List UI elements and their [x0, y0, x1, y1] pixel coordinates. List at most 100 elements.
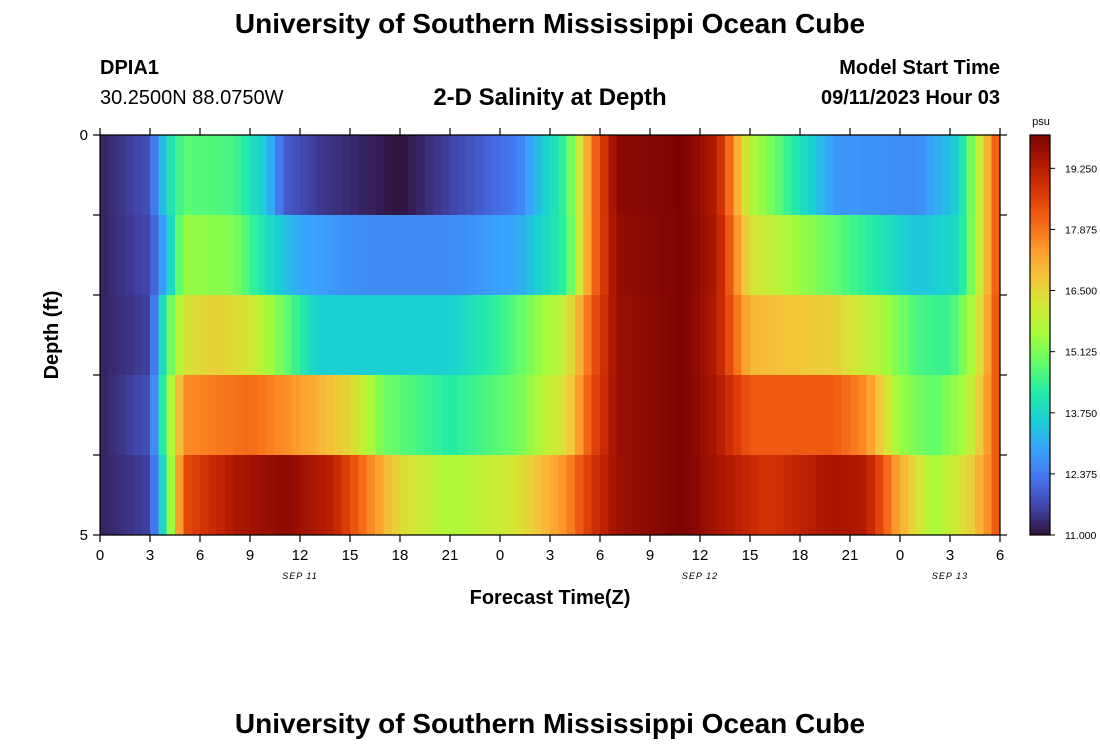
- heatmap-cell: [800, 135, 809, 215]
- heatmap-cell: [975, 375, 984, 455]
- heatmap-cell: [600, 295, 609, 375]
- heatmap-cell: [708, 135, 718, 215]
- heatmap-cell: [141, 295, 151, 375]
- heatmap-cell: [616, 455, 626, 535]
- heatmap-cell: [758, 455, 768, 535]
- x-tick-label: 6: [596, 547, 604, 564]
- colorbar-tick-label: 12.375: [1065, 469, 1097, 481]
- y-axis-label: Depth (ft): [41, 291, 63, 380]
- heatmap-cell: [583, 295, 593, 375]
- heatmap-cell: [833, 455, 843, 535]
- x-tick-label: 9: [646, 547, 654, 564]
- x-tick-label: 3: [946, 547, 954, 564]
- heatmap-cell: [916, 455, 926, 535]
- heatmap-cell: [750, 215, 759, 295]
- heatmap-cell: [200, 215, 209, 295]
- heatmap-cell: [275, 295, 284, 375]
- heatmap-cell: [633, 455, 643, 535]
- heatmap-cell: [650, 375, 659, 455]
- x-date-label: SEP 12: [682, 571, 718, 581]
- heatmap-cell: [375, 215, 384, 295]
- heatmap-cell: [183, 215, 193, 295]
- heatmap-cell: [933, 215, 943, 295]
- heatmap-cell: [833, 215, 843, 295]
- heatmap-cell: [866, 215, 876, 295]
- y-tick-label: 5: [80, 527, 88, 544]
- heatmap-cell: [475, 375, 484, 455]
- heatmap-cell: [175, 135, 184, 215]
- heatmap-cell: [108, 455, 118, 535]
- heatmap-cell: [516, 135, 526, 215]
- heatmap-cell: [641, 455, 651, 535]
- heatmap-cell: [216, 215, 226, 295]
- heatmap-cell: [466, 375, 476, 455]
- heatmap-cell: [958, 295, 968, 375]
- heatmap-cell: [675, 215, 684, 295]
- heatmap-cell: [500, 215, 509, 295]
- heatmap-cell: [208, 135, 218, 215]
- heatmap-cell: [333, 455, 343, 535]
- heatmap-cell: [741, 215, 751, 295]
- heatmap-cell: [183, 295, 193, 375]
- heatmap-cell: [450, 295, 459, 375]
- heatmap-cell: [875, 455, 884, 535]
- heatmap-cell: [808, 215, 818, 295]
- heatmap-cell: [491, 215, 501, 295]
- heatmap-cell: [358, 375, 368, 455]
- heatmap-cell: [591, 215, 601, 295]
- heatmap-cell: [900, 135, 909, 215]
- heatmap-cell: [275, 135, 284, 215]
- heatmap-cell: [716, 215, 726, 295]
- heatmap-cell: [600, 215, 609, 295]
- heatmap-cell: [208, 375, 218, 455]
- heatmap-cell: [683, 295, 693, 375]
- heatmap-cell: [383, 135, 393, 215]
- heatmap-cell: [908, 295, 918, 375]
- heatmap-cell: [750, 135, 759, 215]
- heatmap-cell: [100, 135, 109, 215]
- heatmap-cell: [683, 455, 693, 535]
- heatmap-cell: [375, 135, 384, 215]
- heatmap-cell: [566, 295, 576, 375]
- heatmap-cell: [608, 215, 618, 295]
- heatmap-cell: [275, 375, 284, 455]
- heatmap-cell: [258, 135, 268, 215]
- heatmap-cell: [341, 455, 351, 535]
- heatmap-cell: [991, 375, 1001, 455]
- heatmap-cell: [708, 215, 718, 295]
- heatmap-cell: [208, 455, 218, 535]
- heatmap-cell: [541, 135, 551, 215]
- heatmap-cell: [441, 375, 451, 455]
- heatmap-cell: [941, 455, 951, 535]
- heatmap-cell: [625, 215, 634, 295]
- heatmap-cell: [633, 375, 643, 455]
- heatmap-cell: [825, 135, 834, 215]
- heatmap-cell: [775, 135, 784, 215]
- heatmap-cell: [983, 295, 993, 375]
- x-tick-label: 0: [896, 547, 904, 564]
- heatmap-cell: [925, 375, 934, 455]
- heatmap-cell: [766, 375, 776, 455]
- heatmap-cell: [925, 295, 934, 375]
- heatmap-cell: [516, 215, 526, 295]
- heatmap-cell: [791, 455, 801, 535]
- heatmap-cell: [316, 215, 326, 295]
- heatmap-cell: [783, 455, 793, 535]
- heatmap-cell: [366, 455, 376, 535]
- heatmap-cell: [850, 215, 859, 295]
- colorbar: 11.000 12.375 13.750 15.125 16.500 17.875 19.2…: [1029, 134, 1097, 542]
- heatmap-cell: [216, 135, 226, 215]
- heatmap-cell: [941, 375, 951, 455]
- heatmap-cell: [575, 295, 584, 375]
- heatmap-cell: [700, 375, 709, 455]
- heatmap-cell: [375, 455, 384, 535]
- heatmap-cell: [908, 215, 918, 295]
- heatmap-cell: [583, 375, 593, 455]
- heatmap-cell: [883, 455, 893, 535]
- heatmap-cell: [300, 375, 309, 455]
- heatmap-cell: [416, 215, 426, 295]
- heatmap-cell: [841, 215, 851, 295]
- heatmap-cell: [400, 295, 409, 375]
- heatmap-cell: [416, 455, 426, 535]
- heatmap-cell: [966, 135, 976, 215]
